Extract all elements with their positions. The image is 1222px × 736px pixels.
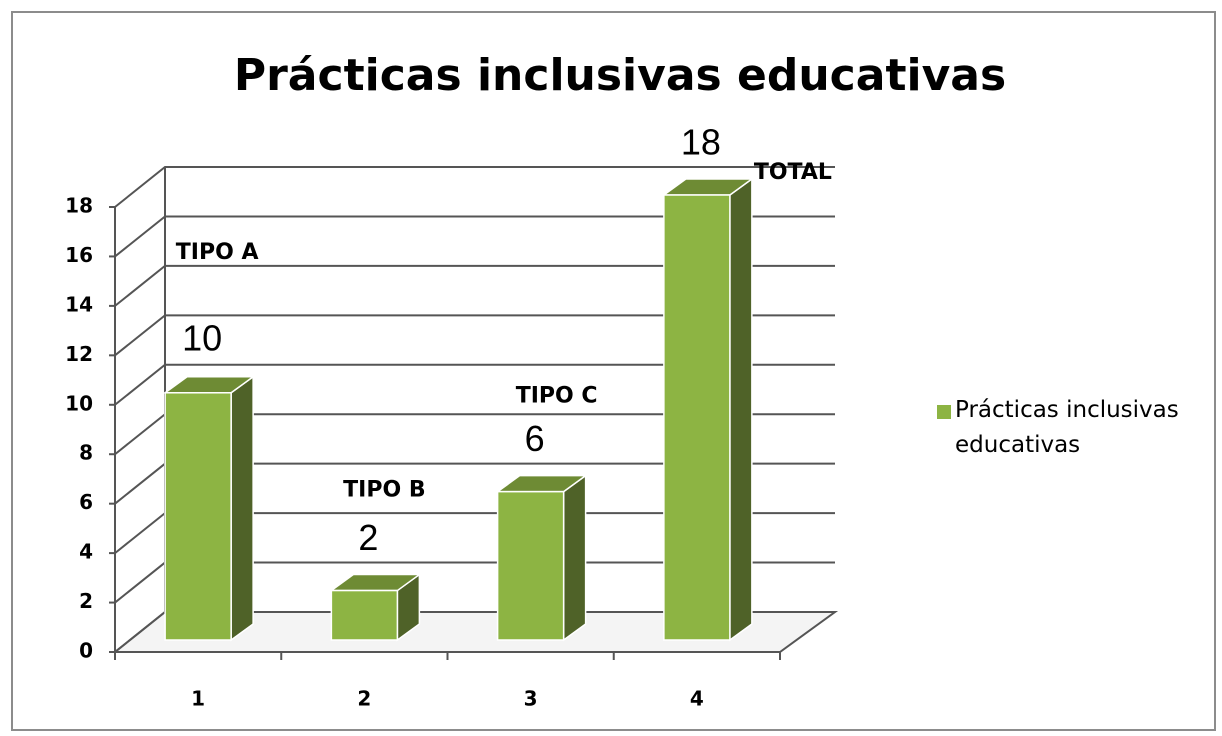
bar [329, 573, 422, 642]
bar-side [230, 375, 254, 642]
bar-front [496, 490, 565, 641]
x-tick-label: 3 [524, 687, 538, 711]
legend-label: Prácticas inclusivas educativas [955, 397, 1179, 458]
y-tick-label: 10 [65, 391, 93, 415]
x-tick-label: 2 [357, 687, 371, 711]
y-tick-label: 16 [65, 243, 93, 267]
legend-swatch [937, 405, 951, 419]
grid-line [114, 264, 835, 307]
grid-line [114, 166, 835, 208]
x-tick-label: 1 [191, 687, 205, 711]
bar-side [562, 474, 587, 642]
data-label: 6 [525, 418, 545, 459]
grid-line [114, 215, 835, 258]
grid-line [114, 363, 835, 406]
y-tick-label: 0 [79, 639, 93, 663]
grid-line [114, 314, 835, 357]
annotation: TIPO C [516, 384, 598, 409]
y-tick-label: 18 [65, 194, 93, 218]
bar-front [330, 589, 399, 641]
data-label: 10 [182, 317, 222, 358]
chart-title: Prácticas inclusivas educativas [234, 50, 1006, 101]
bar [162, 375, 256, 642]
data-label: 18 [681, 122, 721, 163]
annotation: TIPO A [176, 240, 259, 265]
legend-box: Prácticas inclusivas educativas [955, 397, 1179, 458]
annotation: TOTAL [754, 160, 832, 185]
y-tick-label: 6 [79, 490, 93, 514]
y-tick-label: 4 [79, 540, 93, 564]
y-tick-label: 12 [65, 342, 93, 366]
x-tick-label: 4 [690, 687, 704, 711]
bar [495, 474, 588, 642]
bar [661, 177, 755, 642]
bar-side [729, 177, 753, 642]
y-tick-label: 2 [79, 589, 93, 613]
bar-front [164, 392, 232, 641]
data-label: 2 [358, 517, 378, 558]
bar-front [663, 194, 731, 641]
annotation: TIPO B [343, 478, 425, 503]
y-tick-label: 8 [79, 441, 93, 465]
y-tick-label: 14 [65, 292, 93, 316]
